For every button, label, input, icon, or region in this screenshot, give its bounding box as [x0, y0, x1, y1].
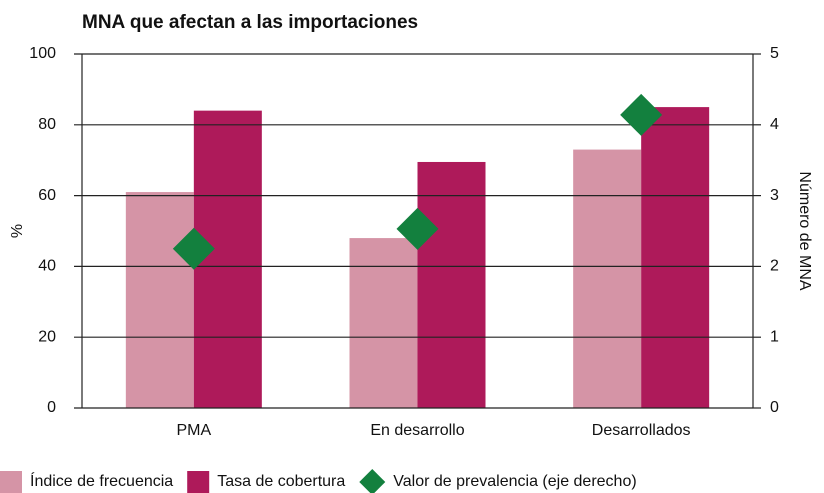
legend-label: Índice de frecuencia [30, 471, 173, 490]
y-tick-label: 40 [38, 258, 56, 275]
x-tick-label: PMA [176, 422, 211, 439]
bar [417, 161, 486, 408]
x-tick-label: Desarrollados [592, 422, 691, 439]
y2-tick-label: 0 [770, 399, 779, 416]
legend-label: Tasa de cobertura [217, 473, 345, 490]
y-tick-label: 0 [47, 399, 56, 416]
bar [573, 149, 642, 408]
diamond-marker [396, 207, 439, 250]
chart-title: MNA que afectan a las importaciones [82, 12, 418, 33]
y-tick-label: 60 [38, 187, 56, 204]
y2-tick-label: 2 [770, 258, 779, 275]
y2-tick-label: 4 [770, 116, 779, 133]
legend-swatch [187, 471, 210, 493]
legend-swatch [0, 471, 22, 493]
bar [349, 238, 418, 408]
legend-label: Valor de prevalencia (eje derecho) [393, 473, 636, 490]
x-tick-label: En desarrollo [370, 422, 464, 439]
y-tick-label: 100 [29, 45, 56, 62]
y-tick-label: 20 [38, 328, 56, 345]
diamond-marker [172, 227, 215, 270]
y2-tick-label: 1 [770, 328, 779, 345]
legend-swatch [359, 469, 386, 493]
y2-tick-label: 5 [770, 45, 779, 62]
bar [641, 107, 710, 408]
y2-tick-label: 3 [770, 187, 779, 204]
y-tick-label: 80 [38, 116, 56, 133]
diamond-marker [620, 93, 663, 136]
y-axis-label: % [9, 224, 26, 238]
bar [125, 192, 194, 408]
bar [193, 110, 262, 408]
y2-axis-label: Número de MNA [796, 171, 813, 290]
